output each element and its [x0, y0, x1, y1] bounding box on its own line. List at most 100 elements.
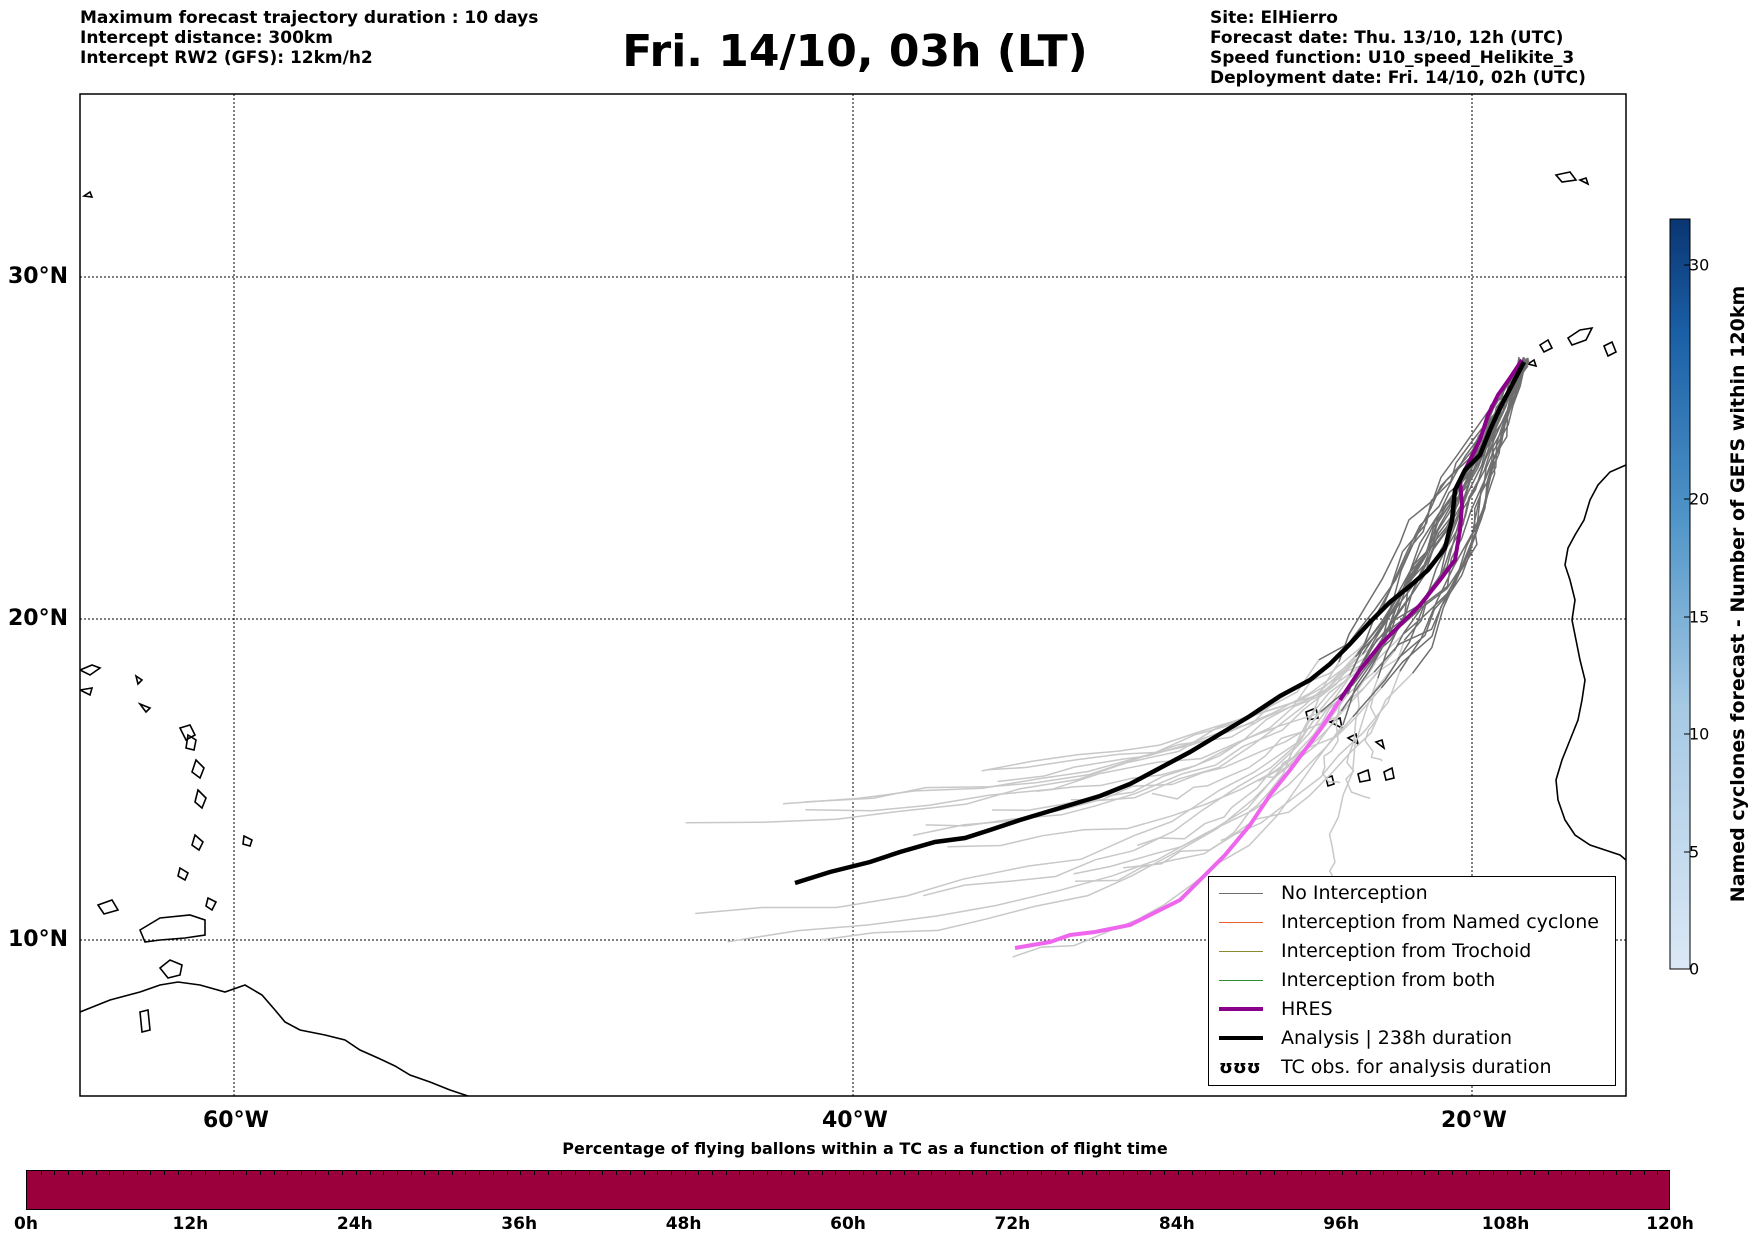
legend-swatch [1219, 979, 1263, 981]
island [158, 959, 183, 979]
legend-label: TC obs. for analysis duration [1281, 1056, 1552, 1078]
time-bar-minor-tick [849, 1171, 850, 1175]
legend-swatch [1219, 921, 1263, 923]
island [139, 1008, 151, 1034]
time-bar-minor-tick [1040, 1171, 1042, 1175]
time-bar-minor-tick [753, 1171, 755, 1175]
time-bar-minor-tick [835, 1171, 837, 1175]
island [191, 758, 205, 780]
coastline-south-america [80, 981, 469, 1096]
time-bar-minor-tick [1561, 1171, 1563, 1175]
ensemble-track [986, 632, 1405, 771]
time-bar-minor-tick [643, 1171, 645, 1175]
time-bar-minor-tick [657, 1171, 659, 1175]
lon-label-20w: 20°W [1441, 1108, 1507, 1133]
time-bar-minor-tick [958, 1171, 960, 1175]
time-bar-minor-tick [1191, 1171, 1193, 1175]
ensemble-track [981, 624, 1403, 772]
info-line: Site: ElHierro [1210, 8, 1338, 28]
time-bar-minor-tick [328, 1171, 330, 1175]
time-bar-minor-tick [1123, 1171, 1124, 1175]
time-bar-minor-tick [1506, 1171, 1508, 1175]
time-bar-minor-tick [712, 1171, 713, 1175]
legend-item-hres: HRES [1219, 997, 1333, 1021]
time-bar-tick-label: 60h [830, 1214, 866, 1234]
time-bar-minor-tick [1164, 1171, 1166, 1175]
info-right: Site: ElHierro Forecast date: Thu. 13/10… [1210, 8, 1586, 88]
time-bar-minor-tick [1218, 1171, 1220, 1175]
time-bar-minor-tick [520, 1171, 522, 1175]
time-bar-minor-tick [1273, 1171, 1275, 1175]
ensemble-track [1345, 643, 1384, 800]
info-line: Maximum forecast trajectory duration : 1… [80, 8, 539, 28]
time-bar-minor-tick [191, 1171, 193, 1175]
time-bar-minor-tick [575, 1171, 576, 1175]
time-bar-minor-tick [1068, 1171, 1070, 1175]
time-bar-minor-tick [931, 1171, 933, 1175]
time-bar-minor-tick [1643, 1171, 1645, 1175]
legend-label: HRES [1281, 998, 1333, 1020]
island [137, 702, 152, 714]
time-bar-minor-tick [164, 1171, 165, 1175]
time-bar-minor-tick [150, 1171, 152, 1175]
time-bar-minor-tick [287, 1171, 289, 1175]
ensemble-track [820, 710, 1342, 941]
time-bar-minor-tick [588, 1171, 590, 1175]
time-bar-minor-tick [1616, 1171, 1618, 1175]
time-bar-minor-tick [986, 1171, 987, 1175]
time-bar-minor-tick [1355, 1171, 1357, 1175]
lat-label-10n: 10°N [8, 927, 69, 952]
info-line: Deployment date: Fri. 14/10, 02h (UTC) [1210, 68, 1586, 88]
info-line: Intercept distance: 300km [80, 28, 333, 48]
legend-label: No Interception [1281, 882, 1428, 904]
time-bar-minor-tick [1081, 1171, 1083, 1175]
time-bar-tick-label: 96h [1323, 1214, 1360, 1234]
ensemble-track [727, 716, 1354, 943]
time-bar-minor-tick [1479, 1171, 1481, 1175]
info-left: Maximum forecast trajectory duration : 1… [80, 8, 538, 68]
colorbar-tick: 10 [1689, 724, 1710, 744]
time-bar-minor-tick [1205, 1171, 1207, 1175]
time-bar-minor-tick [438, 1171, 439, 1175]
time-bar-minor-tick [821, 1171, 823, 1175]
time-bar-minor-tick [602, 1171, 604, 1175]
time-bar-minor-tick [424, 1171, 426, 1175]
time-bar-minor-tick [492, 1171, 494, 1175]
island-cape-verde [1357, 768, 1371, 783]
time-bar-minor-tick [40, 1171, 42, 1175]
legend-item-no-interception: No Interception [1219, 881, 1428, 905]
legend-item-trochoid: Interception from Trochoid [1219, 939, 1531, 963]
time-bar-minor-tick [1027, 1171, 1029, 1175]
legend-label: Interception from both [1281, 969, 1496, 991]
time-bar-minor-tick [109, 1171, 111, 1175]
time-bar-minor-tick [54, 1171, 56, 1175]
ensemble-track [1318, 356, 1520, 661]
time-bar-tick-label: 12h [172, 1214, 209, 1234]
time-bar-minor-tick [506, 1171, 508, 1175]
time-bar-minor-tick [383, 1171, 385, 1175]
time-bar-minor-tick [1136, 1171, 1138, 1175]
time-bar-minor-tick [1095, 1171, 1097, 1175]
time-bar-minor-tick [725, 1171, 727, 1175]
coastline-africa [1555, 464, 1626, 861]
time-bar-minor-tick [1451, 1171, 1453, 1175]
colorbar-tick: 15 [1689, 607, 1710, 627]
info-line: Speed function: U10_speed_Helikite_3 [1210, 48, 1575, 68]
time-bar-minor-tick [1465, 1171, 1467, 1175]
ensemble-track [1403, 363, 1520, 634]
colorbar-tick: 30 [1689, 255, 1710, 275]
time-bar-minor-tick [807, 1171, 809, 1175]
time-bar-minor-tick [903, 1171, 905, 1175]
island [185, 733, 197, 751]
island [80, 664, 102, 676]
time-bar-minor-tick [1657, 1171, 1659, 1175]
lat-label-30n: 30°N [8, 264, 69, 289]
time-bar-minor-tick [410, 1171, 412, 1175]
time-bar-minor-tick [81, 1171, 83, 1175]
time-bar-minor-tick [794, 1171, 796, 1175]
time-bar-minor-tick [259, 1171, 261, 1175]
page-title: Fri. 14/10, 03h (LT) [622, 26, 1088, 77]
legend-item-both: Interception from both [1219, 968, 1495, 992]
legend-label: Interception from Trochoid [1281, 940, 1532, 962]
island [178, 724, 197, 742]
